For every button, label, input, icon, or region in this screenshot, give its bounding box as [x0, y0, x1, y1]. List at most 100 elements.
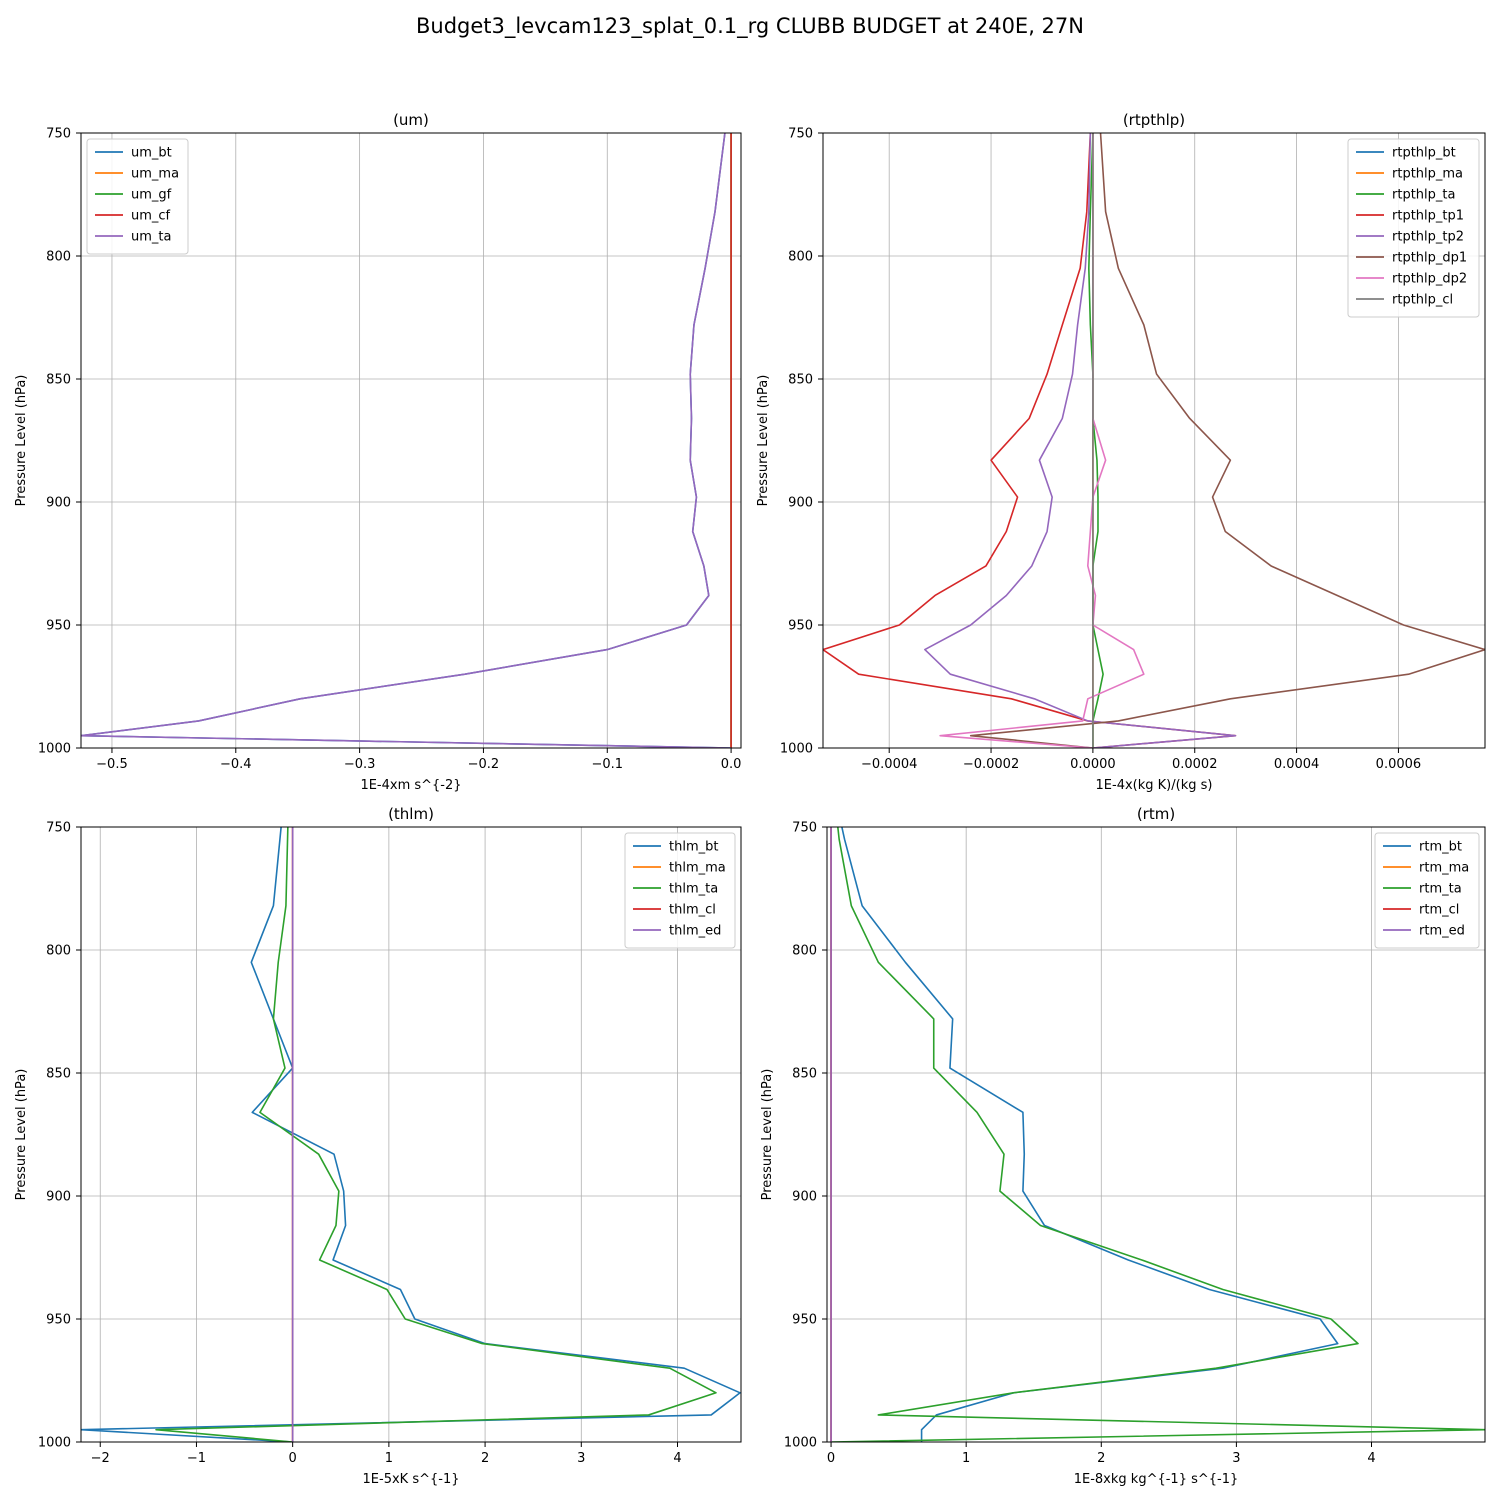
- chart-panel-1: −0.0004 −0.0002 0.0000 0.0002 0.0004 0.0006 75…: [756, 111, 1486, 793]
- series-line-um_ta: [81, 133, 732, 748]
- legend-entry: um_bt: [131, 146, 172, 161]
- y-tick-label: 750: [788, 127, 813, 142]
- panel-title: (thlm): [388, 805, 434, 823]
- chart-panel-0: −0.5 −0.4 −0.3 −0.2 −0.1 0.0 750 800 850 900 950 10…: [14, 111, 742, 793]
- legend-entry: rtpthlp_tp1: [1392, 209, 1464, 224]
- plot-frame: [822, 132, 1486, 749]
- x-tick-label: 0.0004: [1274, 757, 1320, 772]
- legend-entry: um_ta: [131, 230, 171, 245]
- x-tick-label: −0.0004: [861, 757, 917, 772]
- y-tick-label: 800: [792, 944, 817, 959]
- y-tick-label: 1000: [38, 742, 71, 757]
- series-line-thlm_bt: [81, 827, 741, 1442]
- x-tick-label: 3: [1232, 1451, 1240, 1466]
- legend: rtm_bt rtm_ma rtm_ta rtm_cl rtm_ed: [1374, 832, 1480, 949]
- y-axis-label: Pressure Level (hPa): [14, 375, 29, 507]
- legend-entry: thlm_cl: [669, 903, 716, 918]
- series-line-rtpthlp_dp2: [939, 133, 1145, 748]
- x-tick-label: −0.3: [344, 757, 376, 772]
- legend-entry: rtpthlp_cl: [1392, 293, 1453, 308]
- y-tick-label: 900: [46, 496, 71, 511]
- legend-entry: rtpthlp_bt: [1392, 146, 1456, 161]
- y-axis-label: Pressure Level (hPa): [756, 375, 771, 507]
- legend-entry: um_cf: [131, 209, 171, 224]
- x-axis-label: 1E-8xkg kg^{-1} s^{-1}: [1074, 1472, 1239, 1487]
- y-tick-label: 850: [46, 1067, 71, 1082]
- panel-title: (rtpthlp): [1123, 111, 1185, 129]
- x-tick-label: 4: [673, 1451, 681, 1466]
- y-tick-label: 900: [792, 1190, 817, 1205]
- legend-entry: rtm_bt: [1419, 840, 1462, 855]
- x-tick-label: −0.4: [220, 757, 252, 772]
- x-tick-label: 0.0000: [1070, 757, 1116, 772]
- y-tick-label: 850: [792, 1067, 817, 1082]
- y-tick-label: 850: [46, 373, 71, 388]
- legend-entry: rtm_ma: [1419, 861, 1469, 876]
- y-tick-label: 950: [792, 1313, 817, 1328]
- legend-entry: um_gf: [131, 188, 172, 203]
- panel-title: (rtm): [1137, 805, 1175, 823]
- series-line-thlm_ta: [155, 827, 717, 1442]
- x-axis-label: 1E-5xK s^{-1}: [363, 1472, 460, 1487]
- x-tick-label: 0: [289, 1451, 297, 1466]
- legend-entry: thlm_bt: [669, 840, 718, 855]
- x-axis-label: 1E-4xm s^{-2}: [360, 778, 461, 793]
- legend-entry: rtm_cl: [1419, 903, 1459, 918]
- legend-entry: thlm_ma: [669, 861, 726, 876]
- legend-entry: thlm_ed: [669, 924, 721, 939]
- x-tick-label: −0.2: [468, 757, 500, 772]
- legend-entry: rtpthlp_tp2: [1392, 230, 1464, 245]
- x-tick-label: 3: [577, 1451, 585, 1466]
- x-tick-label: −0.5: [96, 757, 128, 772]
- legend-box: [1347, 138, 1480, 318]
- y-axis-label: Pressure Level (hPa): [14, 1069, 29, 1201]
- y-tick-label: 1000: [784, 1436, 817, 1451]
- legend-entry: thlm_ta: [669, 882, 718, 897]
- x-tick-label: 0.0: [721, 757, 742, 772]
- x-tick-label: 0.0006: [1376, 757, 1422, 772]
- legend-entry: rtpthlp_dp1: [1392, 251, 1467, 266]
- legend-entry: rtpthlp_ta: [1392, 188, 1455, 203]
- x-tick-label: −0.0002: [963, 757, 1019, 772]
- legend-entry: um_ma: [131, 167, 179, 182]
- y-tick-label: 950: [788, 619, 813, 634]
- x-tick-label: −2: [91, 1451, 110, 1466]
- y-tick-label: 800: [46, 250, 71, 265]
- x-tick-label: 0.0002: [1172, 757, 1218, 772]
- legend-box: [86, 138, 189, 255]
- legend-entry: rtpthlp_ma: [1392, 167, 1463, 182]
- y-tick-label: 1000: [780, 742, 813, 757]
- x-tick-label: −1: [187, 1451, 206, 1466]
- x-tick-label: 1: [385, 1451, 393, 1466]
- legend: rtpthlp_bt rtpthlp_ma rtpthlp_ta rtpthlp_tp…: [1347, 138, 1480, 318]
- legend-entry: rtm_ed: [1419, 924, 1465, 939]
- x-tick-label: 2: [481, 1451, 489, 1466]
- chart-panel-2: −2 −1 0 1 2 3 4 750 800 850 900 950 1000 (thlm) 1E-5xK…: [14, 805, 742, 1487]
- y-tick-label: 900: [788, 496, 813, 511]
- y-tick-label: 1000: [38, 1436, 71, 1451]
- legend-box: [1374, 832, 1480, 949]
- series-line-rtpthlp_tp2: [924, 133, 1237, 748]
- x-tick-label: 4: [1367, 1451, 1375, 1466]
- legend-box: [624, 832, 736, 949]
- plot-frame: [80, 826, 742, 1443]
- y-tick-label: 800: [46, 944, 71, 959]
- series-line-rtpthlp_tp1: [823, 133, 1237, 748]
- y-tick-label: 750: [46, 127, 71, 142]
- x-tick-label: 0: [827, 1451, 835, 1466]
- y-tick-label: 900: [46, 1190, 71, 1205]
- x-tick-label: −0.1: [591, 757, 623, 772]
- y-tick-label: 850: [788, 373, 813, 388]
- series-line-rtpthlp_ta: [1088, 133, 1104, 748]
- x-tick-label: 1: [962, 1451, 970, 1466]
- y-tick-label: 800: [788, 250, 813, 265]
- plot-frame: [80, 132, 742, 749]
- plot-frame: [826, 826, 1486, 1443]
- panel-title: (um): [393, 111, 429, 129]
- y-tick-label: 750: [792, 821, 817, 836]
- legend-entry: rtm_ta: [1419, 882, 1462, 897]
- legend-entry: rtpthlp_dp2: [1392, 272, 1467, 287]
- x-tick-label: 2: [1097, 1451, 1105, 1466]
- y-tick-label: 950: [46, 1313, 71, 1328]
